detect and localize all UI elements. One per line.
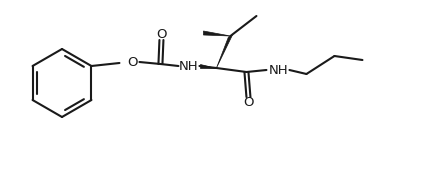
- Polygon shape: [201, 64, 216, 68]
- Polygon shape: [204, 31, 231, 36]
- Text: NH: NH: [269, 64, 288, 77]
- Text: O: O: [156, 29, 167, 42]
- Text: O: O: [243, 96, 254, 109]
- Text: O: O: [127, 55, 138, 68]
- Text: NH: NH: [179, 59, 198, 73]
- Polygon shape: [216, 35, 232, 68]
